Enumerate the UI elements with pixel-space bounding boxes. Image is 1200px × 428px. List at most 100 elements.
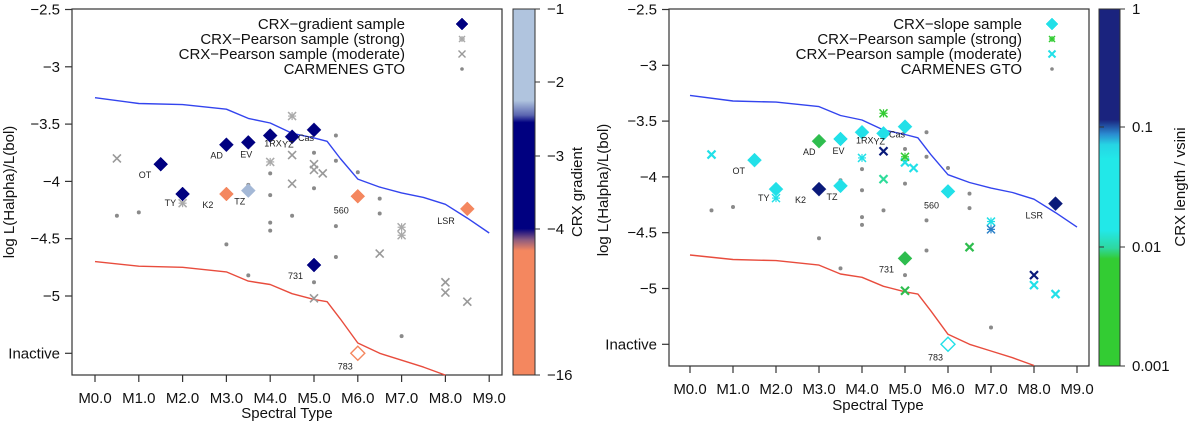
gto-point xyxy=(333,224,338,229)
gto-point xyxy=(355,170,360,175)
legend-label: CRX−Pearson sample (strong) xyxy=(200,31,405,48)
legend-label: CRX−slope sample xyxy=(893,16,1022,33)
colorbar-title: CRX gradient xyxy=(569,146,586,237)
gto-point xyxy=(333,255,338,260)
gto-point xyxy=(967,191,972,196)
gto-point xyxy=(312,186,316,191)
pearson-moderate-point xyxy=(287,150,297,160)
colorbar-tick-label: 1 xyxy=(1132,1,1140,18)
legend-label: CARMENES GTO xyxy=(284,61,405,78)
star-name-label: AD xyxy=(210,151,223,161)
left-panel: −2.5 −3 −3.5 −4 −4.5 −5 Inactive M0.0 M1.0 M2.0 M3… xyxy=(1,1,586,422)
colorbar-tick-label: −1 xyxy=(547,1,564,18)
sample-point xyxy=(768,181,784,197)
cross-stroke xyxy=(440,277,450,287)
pearson-moderate-point xyxy=(309,293,319,303)
cross-stroke xyxy=(462,297,472,307)
gto-point xyxy=(268,220,273,225)
gto-point xyxy=(989,325,993,330)
pearson-moderate-point xyxy=(908,163,919,173)
y-tick-label: −3 xyxy=(43,59,60,76)
star-name-label: K2 xyxy=(202,200,213,210)
star-name-label: YZ xyxy=(282,140,294,150)
sample-point xyxy=(349,345,366,362)
pearson-strong-point xyxy=(857,153,867,163)
gto-point xyxy=(817,236,821,241)
y-tick-label: −3 xyxy=(640,57,657,74)
gto-point xyxy=(903,147,907,151)
star-name-label: 1RX xyxy=(856,135,874,145)
x-tick-label: M5.0 xyxy=(297,390,330,407)
legend-label: CRX−Pearson sample (strong) xyxy=(817,31,1022,48)
x-axis-label: Spectral Type xyxy=(832,397,923,414)
gto-point xyxy=(224,242,229,247)
pearson-moderate-point xyxy=(375,249,385,259)
star-name-label: 560 xyxy=(334,205,349,215)
gto-point xyxy=(399,334,404,339)
sample-point xyxy=(1048,196,1063,212)
legend-cross-icon xyxy=(1047,49,1057,59)
gto-point xyxy=(333,133,338,138)
gto-point xyxy=(377,211,382,216)
colorbar xyxy=(1098,8,1121,367)
gto-point xyxy=(860,222,864,227)
star-name-label: TY xyxy=(758,193,770,203)
colorbar-title: CRX length / vsini xyxy=(1172,127,1189,246)
y-tick-label: −3.5 xyxy=(30,116,60,133)
sample-point xyxy=(219,137,234,153)
cross-stroke xyxy=(964,242,975,252)
pearson-strong-point xyxy=(878,108,889,118)
cross-stroke xyxy=(1029,270,1039,280)
star-name-label: 731 xyxy=(288,271,303,281)
pearson-strong-point xyxy=(397,230,407,240)
star-name-label: 1RX xyxy=(264,139,282,149)
star-name-label: YZ xyxy=(874,136,886,146)
y-tick-label: −4.5 xyxy=(627,225,657,242)
pearson-strong-point xyxy=(287,111,297,121)
pearson-moderate-point xyxy=(287,179,297,189)
sample-point xyxy=(284,129,300,145)
pearson-moderate-point xyxy=(440,287,450,298)
legend-label: CRX−Pearson sample (moderate) xyxy=(179,46,405,63)
x-tick-label: M7.0 xyxy=(974,381,1007,398)
y-tick-label: −5 xyxy=(640,281,657,298)
gto-point xyxy=(860,188,864,193)
plot-frame xyxy=(71,8,503,376)
x-tick-label: M9.0 xyxy=(1060,381,1093,398)
gto-point xyxy=(924,218,929,223)
pearson-strong-point xyxy=(900,152,910,162)
colorbar-tick-label: 0.001 xyxy=(1132,358,1170,375)
star-name-label: K2 xyxy=(795,195,806,205)
gto-point xyxy=(246,273,251,278)
gto-point xyxy=(268,171,273,176)
legend-star-icon xyxy=(1048,35,1056,43)
y-tick-label: −2.5 xyxy=(627,2,657,19)
legend-label: CRX−Pearson sample (moderate) xyxy=(796,46,1022,63)
cross-stroke xyxy=(908,163,919,173)
star-name-label: TY xyxy=(165,198,177,208)
gto-point xyxy=(268,228,273,233)
star-name-label: AD xyxy=(803,147,816,157)
sample-point xyxy=(854,124,870,140)
x-axis-label: Spectral Type xyxy=(241,405,332,422)
pearson-moderate-point xyxy=(462,297,472,307)
plot-frame xyxy=(668,8,1090,367)
gto-point xyxy=(924,130,929,135)
gto-point xyxy=(709,208,714,213)
y-tick-label: Inactive xyxy=(8,345,60,362)
x-tick-label: M8.0 xyxy=(1017,381,1050,398)
gto-point xyxy=(312,280,316,285)
star-name-label: 783 xyxy=(928,352,943,362)
colorbar-tick-label: 0.01 xyxy=(1132,239,1161,256)
x-tick-label: M5.0 xyxy=(888,381,921,398)
x-tick-label: M4.0 xyxy=(254,390,287,407)
gto-point xyxy=(838,266,843,271)
pearson-moderate-point xyxy=(318,168,328,178)
cross-stroke xyxy=(309,165,319,175)
legend-label: CRX−gradient sample xyxy=(258,16,405,33)
lower-boundary-line xyxy=(689,254,1035,367)
gto-point xyxy=(312,150,316,155)
gto-point xyxy=(860,167,864,172)
pearson-moderate-point xyxy=(964,242,975,252)
gto-point xyxy=(946,165,950,170)
